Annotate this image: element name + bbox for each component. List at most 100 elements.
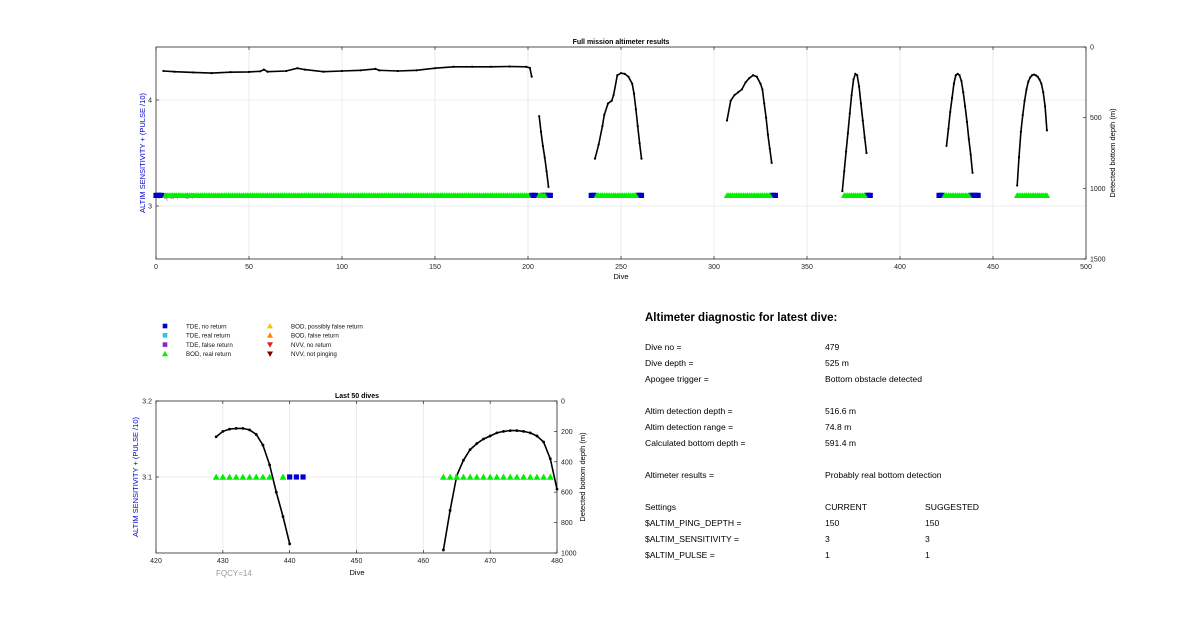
sensitivity-label: $ALTIM_SENSITIVITY =: [645, 534, 740, 544]
y-tick-label-right: 0: [1090, 45, 1094, 52]
x-tick-label: 450: [987, 264, 999, 271]
ping-depth-current: 150: [825, 518, 840, 528]
legend-label: NVV, not pinging: [291, 351, 337, 358]
bottom-depth-point: [844, 150, 848, 153]
x-tick-label: 500: [1080, 264, 1092, 271]
legend-label: TDE, no return: [186, 323, 227, 330]
diagnostic-title: Altimeter diagnostic for latest dive:: [645, 312, 838, 324]
bottom-depth-point: [958, 74, 961, 77]
y-tick-label-right: 1500: [1090, 257, 1106, 264]
bottom-depth-point: [638, 142, 641, 145]
x-tick-label: 200: [522, 264, 534, 271]
bottom-depth-point: [949, 110, 952, 114]
bottom-depth-point: [865, 151, 868, 155]
bod-marker: [861, 192, 868, 198]
plot2-annotation: FQCY=14: [216, 569, 252, 578]
y-tick-label-right: 1000: [1090, 186, 1106, 193]
bottom-depth-point: [441, 548, 445, 552]
bottom-depth-point: [631, 82, 634, 85]
x-tick-label: 50: [245, 264, 253, 271]
bottom-depth-point: [228, 427, 231, 431]
dive-depth-row: Dive depth = 525 m: [645, 358, 1185, 374]
bottom-depth-point: [619, 72, 623, 75]
bottom-depth-point: [1042, 91, 1045, 94]
bottom-depth-point: [359, 69, 362, 72]
bottom-depth-point: [415, 69, 418, 72]
bottom-depth-point: [548, 457, 552, 461]
plot1-ylabel-right: Detected bottom depth (m): [1108, 108, 1117, 198]
tde-marker: [158, 192, 165, 198]
y-tick-label-right: 600: [561, 490, 573, 497]
bottom-depth-point: [374, 67, 377, 71]
bottom-depth-point: [964, 105, 967, 108]
x-tick-label: 250: [615, 264, 627, 271]
bottom-depth-point: [247, 70, 251, 73]
bottom-depth-point: [433, 67, 437, 70]
ping-depth-row: $ALTIM_PING_DEPTH = 150 150: [645, 518, 1185, 534]
bottom-depth-point: [763, 102, 766, 105]
bottom-depth-point: [841, 190, 844, 193]
bottom-depth-line: [1016, 73, 1048, 186]
plot1-title: Full mission altimeter results: [573, 39, 670, 46]
bottom-depth-point: [1038, 78, 1041, 81]
bod-marker: [486, 473, 494, 480]
bottom-depth-line: [945, 72, 974, 173]
bottom-depth-point: [766, 133, 770, 136]
detection-range-label: Altim detection range =: [645, 422, 734, 432]
y-tick-label-left: 4: [148, 98, 152, 105]
bod-marker: [632, 192, 640, 198]
bottom-depth-point: [1045, 129, 1049, 132]
bottom-depth-point: [1029, 76, 1032, 79]
legend-label: TDE, false return: [186, 342, 233, 349]
bottom-depth-point: [593, 157, 597, 160]
bottom-depth-point: [261, 443, 265, 447]
bod-marker: [1043, 192, 1051, 198]
x-tick-label: 420: [150, 558, 162, 565]
bod-marker: [541, 192, 548, 198]
bottom-depth-point: [535, 434, 539, 438]
x-tick-label: 300: [708, 264, 720, 271]
bottom-depth-point: [603, 113, 606, 116]
bod-marker: [520, 473, 527, 480]
dive-depth-value: 525 m: [825, 358, 849, 368]
bottom-depth-point: [859, 102, 863, 105]
bottom-depth-point: [1034, 74, 1037, 77]
bottom-depth-point: [448, 509, 452, 512]
detection-depth-value: 516.6 m: [825, 406, 857, 416]
tde-marker: [287, 474, 293, 480]
bottom-depth-point: [950, 96, 954, 99]
bottom-depth-point: [542, 440, 546, 444]
bottom-depth-point: [597, 143, 600, 146]
bottom-depth-point: [322, 70, 325, 73]
bottom-depth-point: [488, 434, 492, 438]
bottom-depth-point: [612, 93, 615, 97]
bottom-depth-point: [296, 67, 299, 70]
bod-marker: [226, 473, 233, 480]
bottom-depth-point: [541, 144, 544, 148]
bod-marker: [524, 192, 532, 198]
tde-marker: [772, 192, 778, 198]
bod-marker: [219, 473, 227, 480]
bottom-depth-point: [262, 68, 265, 71]
bottom-depth-point: [846, 132, 850, 135]
bottom-depth-point: [962, 91, 965, 94]
bottom-depth-point: [268, 463, 272, 467]
bod-marker: [526, 473, 534, 480]
last-50-dives-plot: Last 50 dives Dive ALTIM SENSITIVITY + (…: [131, 393, 587, 578]
bottom-depth-point: [1016, 184, 1019, 187]
detection-depth-label: Altim detection depth =: [645, 406, 733, 416]
bottom-depth-point: [960, 79, 963, 83]
bottom-depth-point: [634, 108, 637, 111]
x-tick-label: 470: [484, 558, 496, 565]
bottom-depth-point: [729, 99, 732, 102]
bottom-depth-point: [508, 65, 511, 68]
bod-marker: [540, 473, 548, 480]
pulse-label: $ALTIM_PULSE =: [645, 550, 715, 560]
results-value: Probably real bottom detection: [825, 470, 942, 480]
bottom-depth-point: [462, 458, 465, 462]
bod-marker: [493, 473, 501, 480]
dive-no-value: 479: [825, 342, 840, 352]
bod-marker: [446, 473, 454, 480]
x-tick-label: 150: [429, 264, 441, 271]
bottom-depth-point: [850, 93, 853, 97]
